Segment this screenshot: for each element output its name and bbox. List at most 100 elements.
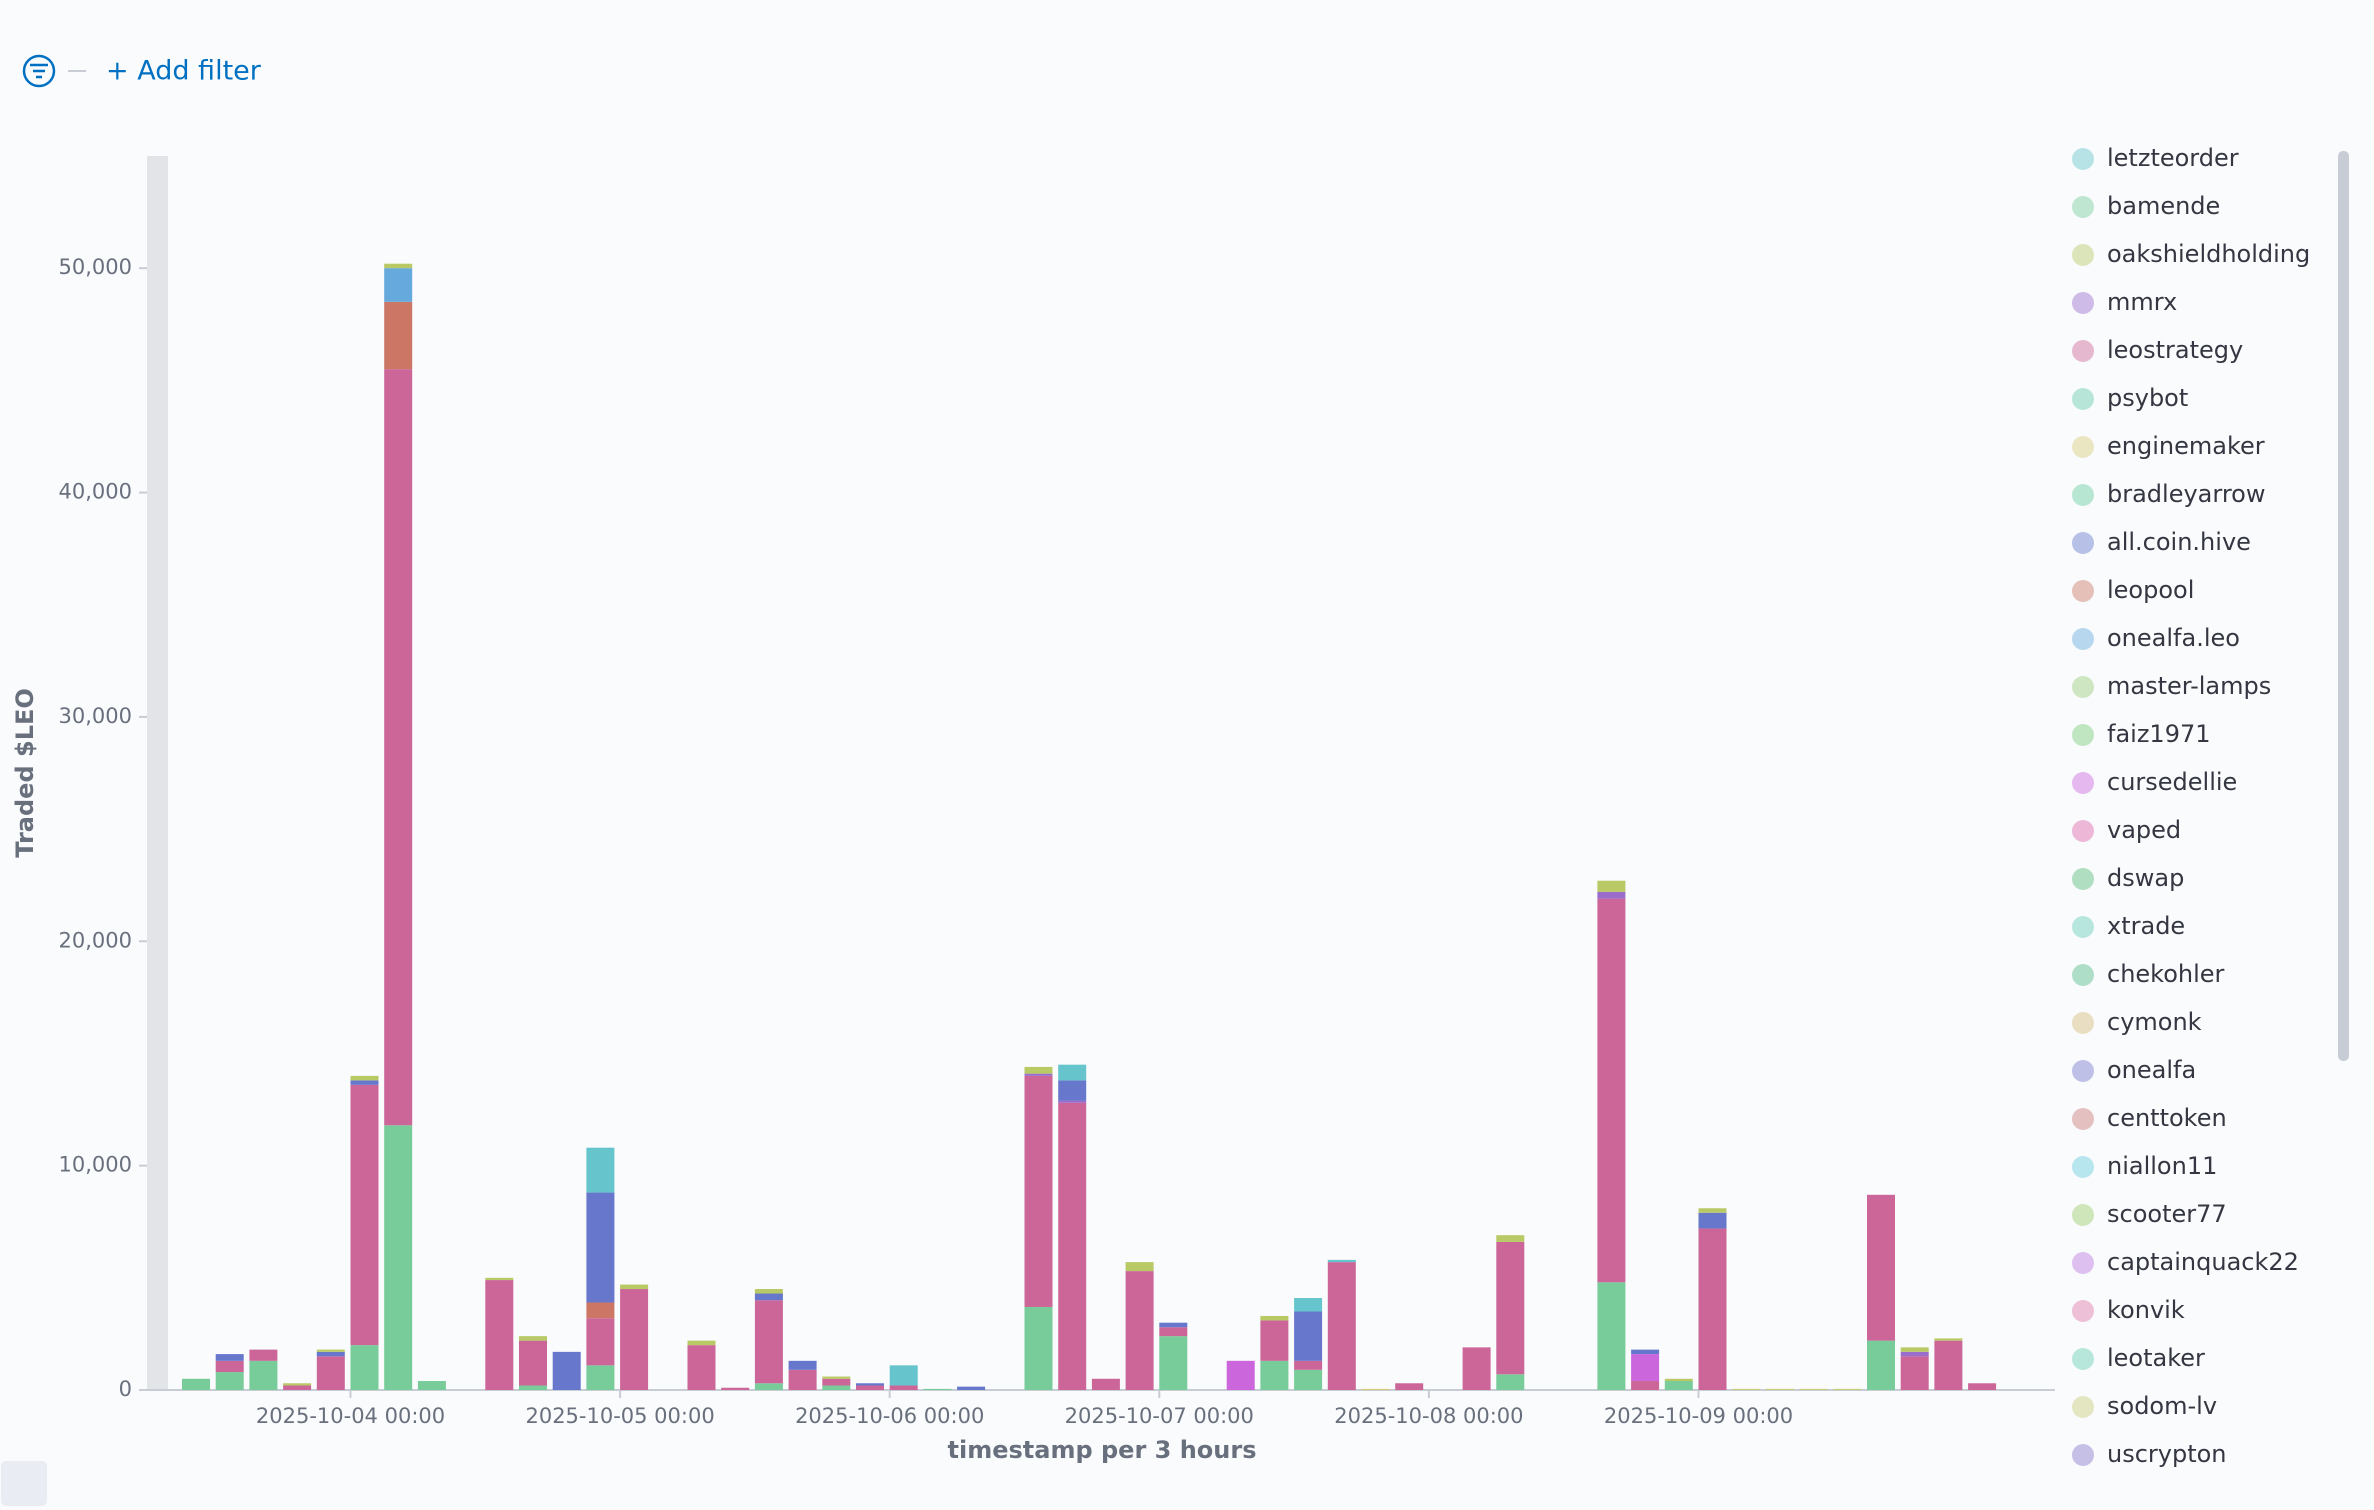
- legend-label: captainquack22: [2107, 1248, 2299, 1276]
- legend-label: all.coin.hive: [2107, 528, 2251, 556]
- bar-segment: [384, 301, 413, 370]
- legend-label: letzteorder: [2107, 144, 2239, 172]
- legend-item[interactable]: centtoken: [2072, 1104, 2227, 1132]
- bar-segment: [1260, 1315, 1289, 1321]
- y-tick-label: 20,000: [59, 928, 132, 952]
- legend-label: niallon11: [2107, 1152, 2217, 1180]
- legend-swatch: [2072, 916, 2094, 938]
- legend-item[interactable]: captainquack22: [2072, 1248, 2299, 1276]
- bar-segment: [1226, 1360, 1255, 1390]
- bar-segment: [1024, 1075, 1053, 1307]
- bar-segment: [1934, 1338, 1963, 1341]
- bar-segment: [1496, 1235, 1525, 1242]
- legend-item[interactable]: mmrx: [2072, 288, 2177, 316]
- bar-segment: [1327, 1262, 1356, 1390]
- legend-item[interactable]: leotaker: [2072, 1344, 2205, 1372]
- legend-item[interactable]: uscrypton: [2072, 1440, 2227, 1468]
- add-filter[interactable]: + Add filter: [106, 56, 262, 87]
- legend-item[interactable]: onealfa.leo: [2072, 624, 2240, 652]
- bar-segment: [1260, 1320, 1289, 1361]
- legend-item[interactable]: bradleyarrow: [2072, 480, 2265, 508]
- bar-segment: [687, 1345, 716, 1390]
- y-tick-label: 10,000: [59, 1153, 132, 1177]
- bar-segment: [586, 1318, 615, 1366]
- bar-segment: [1664, 1381, 1693, 1390]
- bar-segment: [316, 1351, 345, 1357]
- legend-item[interactable]: xtrade: [2072, 912, 2185, 940]
- bar-segment: [1732, 1388, 1761, 1390]
- bar-segment: [1091, 1378, 1120, 1390]
- legend-item[interactable]: psybot: [2072, 384, 2188, 412]
- bar-segment: [1327, 1259, 1356, 1263]
- bar-segment: [620, 1289, 649, 1390]
- legend-item[interactable]: enginemaker: [2072, 432, 2265, 460]
- bar-segment: [1294, 1298, 1323, 1312]
- legend-item[interactable]: cursedellie: [2072, 768, 2237, 796]
- bar-segment: [822, 1385, 851, 1390]
- legend-label: bradleyarrow: [2107, 480, 2265, 508]
- bar-segment: [1024, 1306, 1053, 1390]
- legend-swatch: [2072, 1156, 2094, 1178]
- legend-label: cursedellie: [2107, 768, 2237, 796]
- legend-label: onealfa: [2107, 1056, 2196, 1084]
- legend-item[interactable]: all.coin.hive: [2072, 528, 2251, 556]
- bar-segment: [1597, 1282, 1626, 1390]
- legend-item[interactable]: vaped: [2072, 816, 2181, 844]
- legend-item[interactable]: faiz1971: [2072, 720, 2211, 748]
- filter-icon[interactable]: [22, 54, 56, 88]
- bar-segment: [1833, 1388, 1862, 1390]
- legend-item[interactable]: onealfa: [2072, 1056, 2196, 1084]
- bar-segment: [384, 263, 413, 269]
- bar-segment: [1496, 1374, 1525, 1390]
- legend-item[interactable]: leopool: [2072, 576, 2194, 604]
- legend-item[interactable]: dswap: [2072, 864, 2184, 892]
- legend-toggle[interactable]: [1, 1461, 47, 1506]
- legend-item[interactable]: master-lamps: [2072, 672, 2271, 700]
- bar-segment: [1159, 1322, 1188, 1328]
- legend-label: mmrx: [2107, 288, 2177, 316]
- x-tick-label: 2025-10-07 00:00: [1065, 1404, 1254, 1428]
- legend-item[interactable]: konvik: [2072, 1296, 2185, 1324]
- legend-swatch: [2072, 1012, 2094, 1034]
- legend-swatch: [2072, 1108, 2094, 1130]
- legend-item[interactable]: sodom-lv: [2072, 1392, 2217, 1420]
- bar-segment: [350, 1080, 379, 1085]
- bar-segment: [283, 1385, 312, 1390]
- bar-segment: [1496, 1241, 1525, 1375]
- legend-swatch: [2072, 532, 2094, 554]
- bar-segment: [754, 1293, 783, 1301]
- bar-segment: [1631, 1354, 1660, 1382]
- bar-segment: [1900, 1347, 1929, 1352]
- bar-segment: [1260, 1360, 1289, 1390]
- legend-item[interactable]: niallon11: [2072, 1152, 2217, 1180]
- legend-swatch: [2072, 724, 2094, 746]
- legend-item[interactable]: oakshieldholding: [2072, 240, 2310, 268]
- bar-segment: [215, 1360, 244, 1373]
- bar-segment: [519, 1340, 547, 1386]
- bar-segment: [754, 1383, 783, 1390]
- legend-item[interactable]: letzteorder: [2072, 144, 2239, 172]
- legend-item[interactable]: bamende: [2072, 192, 2220, 220]
- legend-swatch: [2072, 340, 2094, 362]
- legend-label: psybot: [2107, 384, 2188, 412]
- legend-item[interactable]: chekohler: [2072, 960, 2225, 988]
- bar-segment: [1125, 1271, 1154, 1390]
- legend-label: master-lamps: [2107, 672, 2271, 700]
- bar-segment: [822, 1378, 851, 1386]
- legend-label: xtrade: [2107, 912, 2185, 940]
- legend-item[interactable]: leostrategy: [2072, 336, 2243, 364]
- legend-label: leotaker: [2107, 1344, 2205, 1372]
- legend-item[interactable]: scooter77: [2072, 1200, 2227, 1228]
- bar-segment: [856, 1383, 884, 1386]
- bar-segment: [215, 1372, 244, 1390]
- legend-swatch: [2072, 772, 2094, 794]
- legend-scrollbar[interactable]: [2338, 151, 2349, 1061]
- bar-segment: [1597, 898, 1626, 1283]
- bar-segment: [1597, 891, 1626, 899]
- legend-item[interactable]: cymonk: [2072, 1008, 2202, 1036]
- legend-swatch: [2072, 1060, 2094, 1082]
- bar-segment: [384, 1125, 413, 1390]
- bar-segment: [1698, 1228, 1727, 1390]
- bar-segment: [822, 1376, 851, 1379]
- legend-swatch: [2072, 676, 2094, 698]
